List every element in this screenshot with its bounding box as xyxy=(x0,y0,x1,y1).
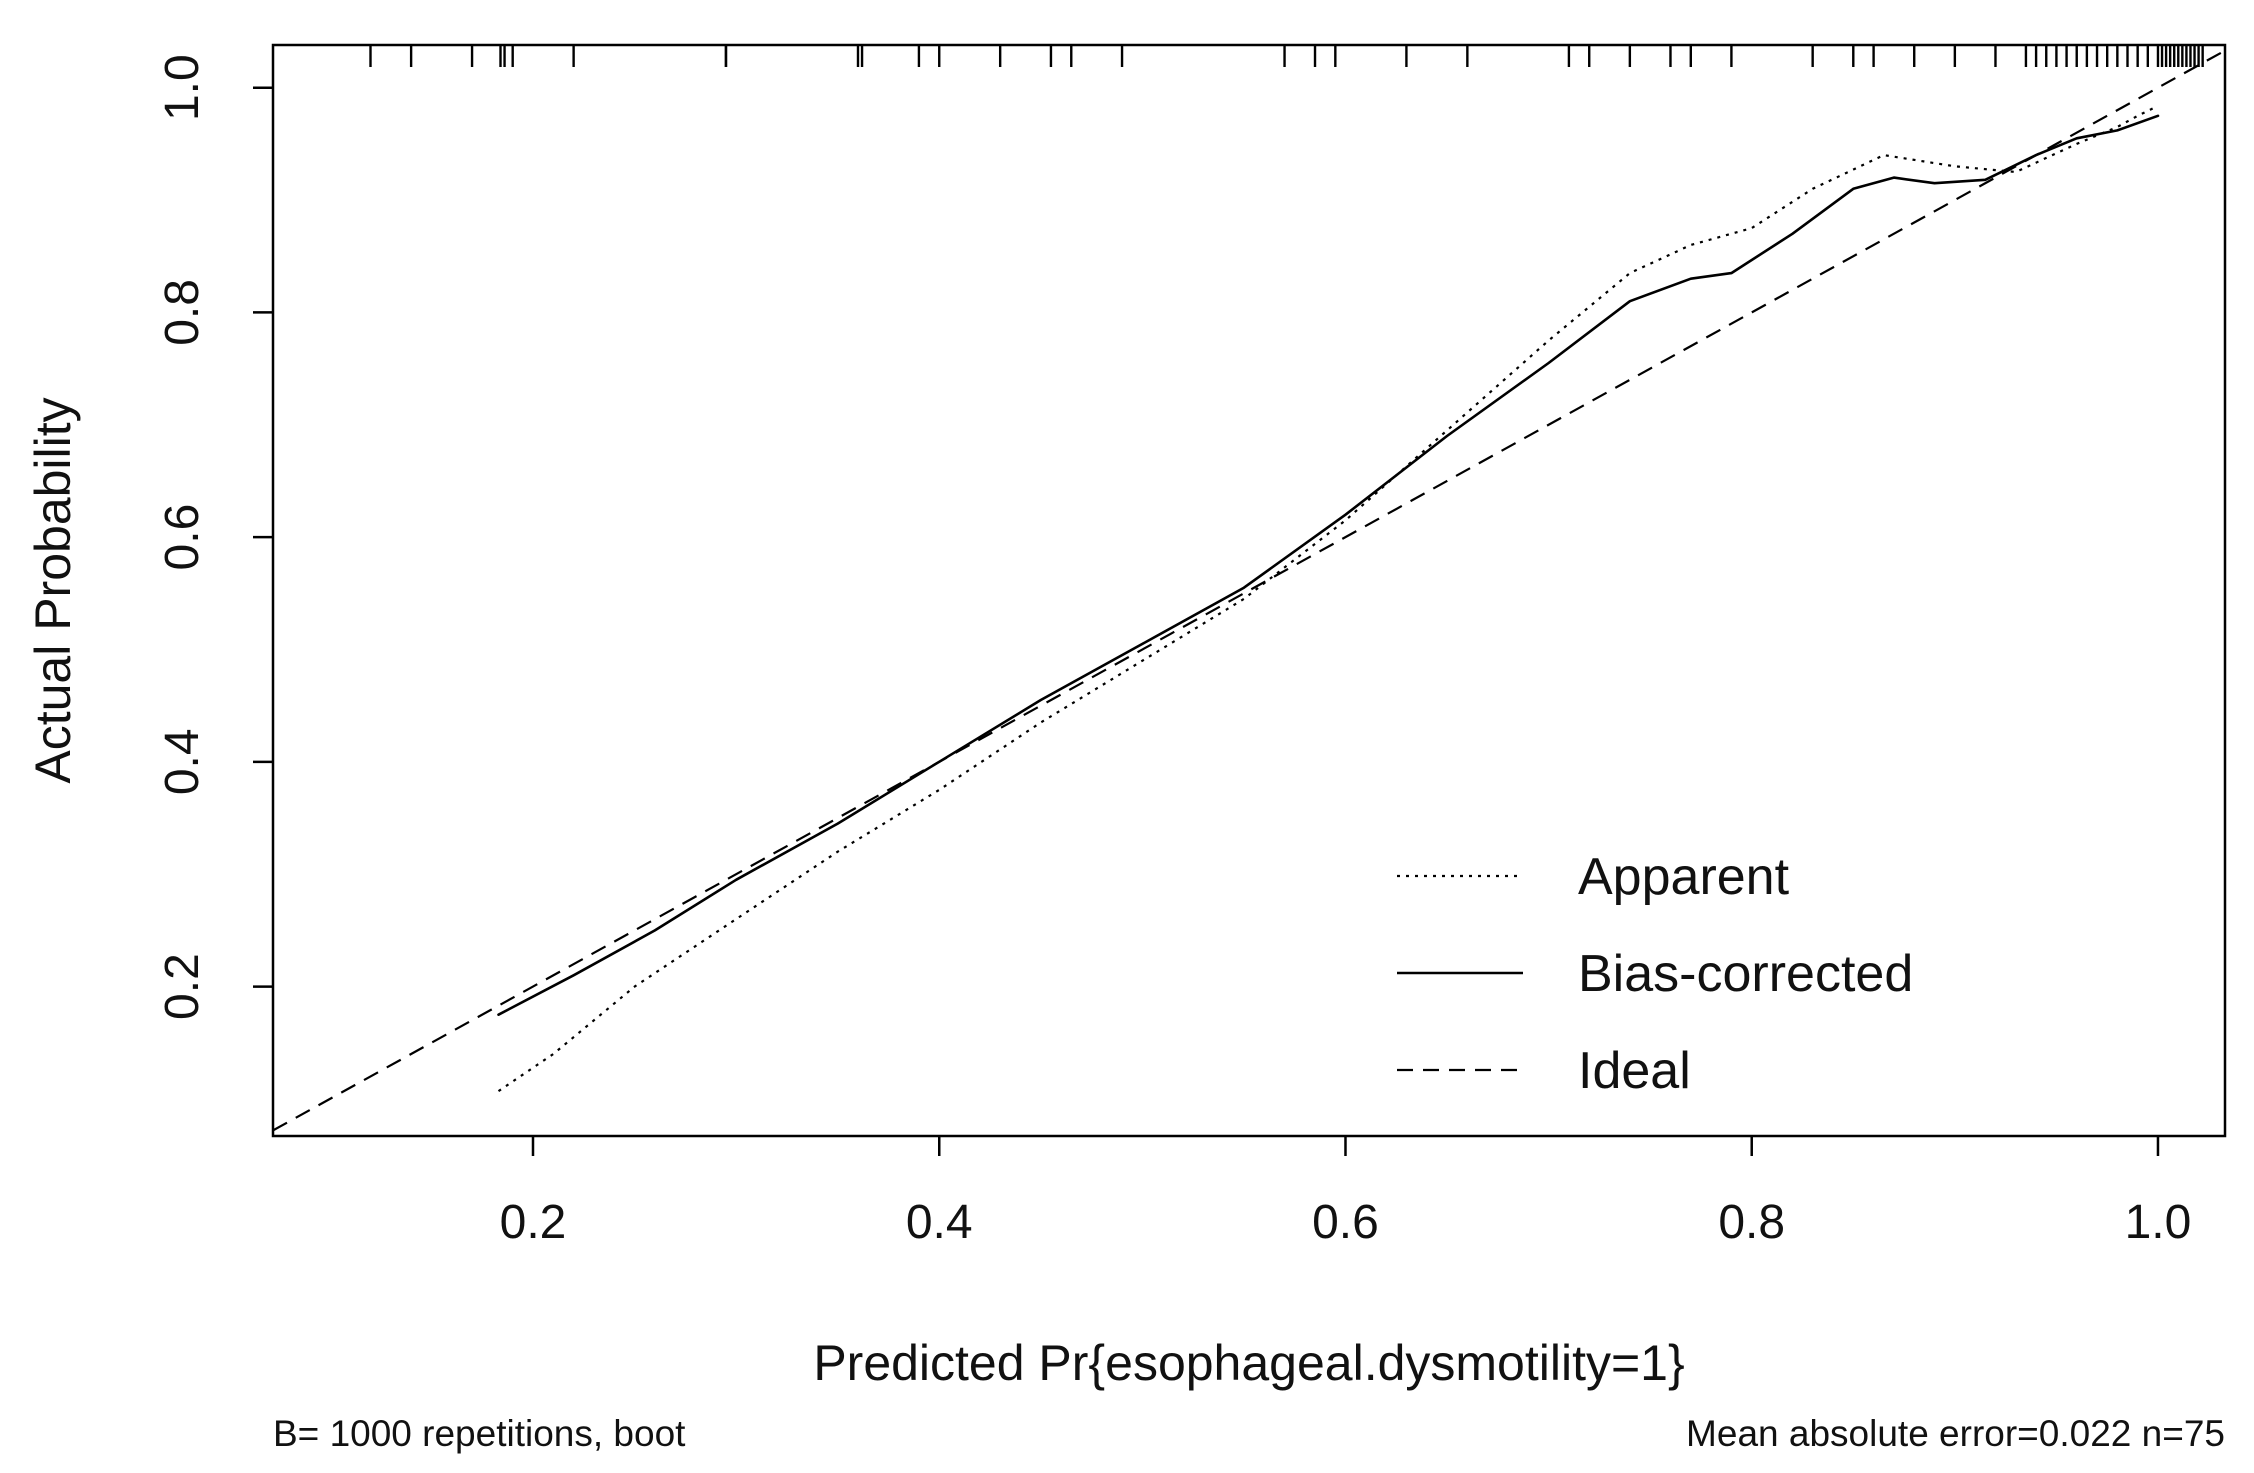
x-axis: 0.2 0.4 0.6 0.8 1.0 xyxy=(500,1136,2192,1249)
y-tick-label: 1.0 xyxy=(156,54,209,121)
x-tick-label: 0.4 xyxy=(906,1196,973,1249)
series-line-apparent xyxy=(497,106,2155,1093)
x-axis-title: Predicted Pr{esophageal.dysmotility=1} xyxy=(813,1335,1684,1391)
legend-label: Ideal xyxy=(1578,1042,1691,1100)
footnote-mae: Mean absolute error=0.022 n=75 xyxy=(1686,1413,2225,1454)
x-tick-label: 1.0 xyxy=(2125,1196,2192,1249)
y-tick-label: 0.4 xyxy=(156,728,209,795)
rug-marks xyxy=(369,45,2204,67)
y-axis-title: Actual Probability xyxy=(25,397,81,783)
footnote-repetitions: B= 1000 repetitions, boot xyxy=(273,1413,686,1454)
y-tick-label: 0.6 xyxy=(156,504,209,571)
y-tick-label: 0.8 xyxy=(156,279,209,346)
legend-label: Apparent xyxy=(1578,848,1790,906)
series-line-bias-corrected xyxy=(497,114,2160,1017)
y-tick-label: 0.2 xyxy=(156,953,209,1020)
x-tick-label: 0.8 xyxy=(1718,1196,1785,1249)
legend: Apparent Bias-corrected Ideal xyxy=(1397,848,1913,1100)
y-axis: 0.2 0.4 0.6 0.8 1.0 xyxy=(156,54,273,1020)
x-tick-label: 0.2 xyxy=(500,1196,567,1249)
series-line-ideal xyxy=(273,49,2225,1132)
legend-label: Bias-corrected xyxy=(1578,945,1913,1003)
plot-frame xyxy=(271,43,2227,1138)
series-lines xyxy=(273,49,2225,1132)
x-tick-label: 0.6 xyxy=(1312,1196,1379,1249)
